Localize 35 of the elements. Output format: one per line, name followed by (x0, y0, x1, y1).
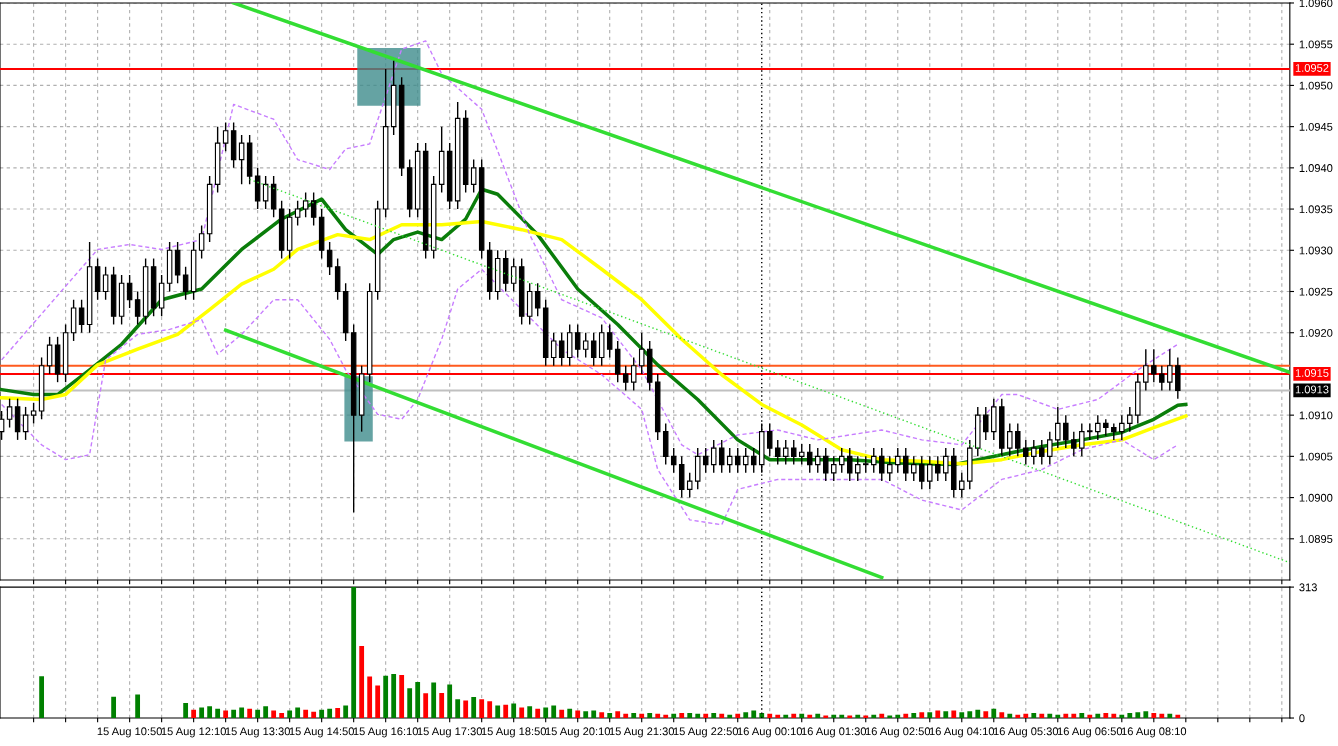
x-tick-label: 16 Aug 05:30 (993, 727, 1059, 738)
y-tick-label: 1.0960 (1299, 0, 1333, 8)
x-tick-label: 15 Aug 20:10 (545, 727, 611, 738)
y-tick-label: 1.0955 (1299, 40, 1333, 49)
x-tick-label: 15 Aug 10:50 (97, 727, 162, 738)
x-tick-label: 15 Aug 13:30 (225, 727, 290, 738)
y-tick-label: 1.0905 (1299, 452, 1333, 461)
y-tick-label: 1.0900 (1299, 493, 1333, 502)
ref-line-label: 1.0915 (1295, 369, 1329, 377)
x-tick-label: 15 Aug 17:30 (417, 727, 482, 738)
x-tick-label: 15 Aug 14:50 (289, 727, 354, 738)
x-tick-label: 15 Aug 16:10 (353, 727, 418, 738)
y-tick-label: 1.0950 (1299, 81, 1333, 90)
x-tick-label: 16 Aug 08:10 (1121, 727, 1187, 738)
y-tick-label: 313 (1299, 583, 1317, 592)
x-tick-label: 16 Aug 06:50 (1057, 727, 1123, 738)
x-tick-label: 15 Aug 21:30 (609, 727, 675, 738)
ref-line-label: 1.0952 (1295, 64, 1329, 72)
x-tick-label: 15 Aug 22:50 (673, 727, 739, 738)
x-tick-label: 15 Aug 12:10 (161, 727, 226, 738)
x-tick-label: 15 Aug 18:50 (481, 727, 547, 738)
y-tick-label: 1.0925 (1299, 287, 1333, 296)
y-tick-label: 1.0940 (1299, 164, 1333, 172)
y-tick-label: 1.0895 (1299, 535, 1333, 543)
y-tick-label: 1.0920 (1299, 328, 1333, 337)
ref-line-label: 1.0913 (1295, 385, 1329, 394)
x-tick-label: 16 Aug 01:30 (801, 727, 867, 738)
x-tick-label: 16 Aug 04:10 (929, 727, 995, 738)
x-tick-label: 16 Aug 00:10 (737, 727, 803, 738)
y-tick-label: 1.0910 (1299, 411, 1333, 420)
x-tick-label: 16 Aug 02:50 (865, 727, 931, 738)
y-tick-label: 1.0935 (1299, 205, 1333, 214)
y-tick-label: 0 (1299, 714, 1305, 723)
y-tick-label: 1.0945 (1299, 122, 1333, 131)
y-tick-label: 1.0930 (1299, 246, 1333, 255)
